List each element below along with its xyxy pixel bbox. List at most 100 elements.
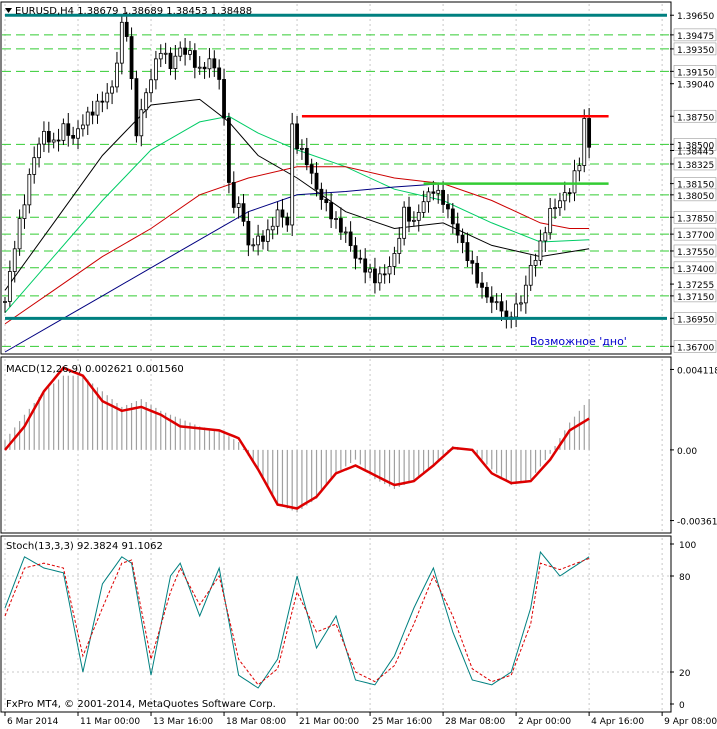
price-label-box xyxy=(673,340,717,353)
candle-body xyxy=(397,237,402,254)
candle-body xyxy=(421,201,426,213)
candle-body xyxy=(144,92,149,111)
candle-body xyxy=(163,52,168,55)
candle-body xyxy=(261,235,265,242)
candle-body xyxy=(27,173,32,206)
price-tick-label: 1.36950 xyxy=(677,315,714,325)
candle-body xyxy=(256,235,261,246)
candle-body xyxy=(309,164,314,174)
candle-body xyxy=(343,231,348,234)
stoch-tick-label: 80 xyxy=(679,573,691,583)
candle-body xyxy=(514,303,519,318)
candle-body xyxy=(329,202,334,220)
candle-body xyxy=(105,92,110,103)
price-tick-label: 1.37700 xyxy=(677,231,714,241)
time-tick-label: 25 Mar 16:00 xyxy=(372,717,432,727)
price-label-box xyxy=(673,312,717,325)
moving-average-long xyxy=(4,166,590,325)
candle-body xyxy=(110,86,114,94)
moving-average-short xyxy=(4,98,590,291)
candle-body xyxy=(17,218,22,250)
candle-body xyxy=(455,223,460,236)
candle-body xyxy=(285,216,290,226)
candle-body xyxy=(543,232,548,242)
price-tick-label: 1.38325 xyxy=(677,161,714,171)
candle-body xyxy=(76,128,80,139)
candle-body xyxy=(7,271,12,302)
candle-body xyxy=(548,208,553,234)
horizontal-levels xyxy=(5,13,667,320)
candle-body xyxy=(51,139,56,143)
candle-body xyxy=(407,206,411,222)
stoch-main-line xyxy=(4,550,590,689)
macd-title: MACD(12,26,9) 0.002621 0.001560 xyxy=(6,364,184,375)
candle-body xyxy=(558,200,562,209)
candle-body xyxy=(12,248,17,272)
candle-body xyxy=(217,67,222,80)
candle-body xyxy=(538,240,543,261)
candle-body xyxy=(134,78,139,137)
candle-body xyxy=(227,117,231,183)
candle-body xyxy=(304,147,309,166)
macd-signal-line xyxy=(4,366,590,510)
candle-body xyxy=(207,58,212,70)
candle-body xyxy=(280,209,285,218)
candle-body xyxy=(441,189,445,205)
price-tick-label: 1.38445 xyxy=(677,147,714,157)
price-tick-label: 1.37150 xyxy=(677,293,714,303)
candle-body xyxy=(377,273,382,284)
copyright-watermark: FxPro MT4, © 2001-2014, MetaQuotes Softw… xyxy=(6,699,276,710)
candle-body xyxy=(202,66,207,70)
candle-body xyxy=(158,52,163,60)
candle-body xyxy=(411,219,416,222)
price-tick-label: 1.37255 xyxy=(677,281,714,291)
candle-body xyxy=(46,130,51,143)
price-label-box xyxy=(673,28,717,42)
candle-body xyxy=(100,100,105,103)
candle-body xyxy=(212,58,217,69)
candle-body xyxy=(416,212,421,221)
possible-bottom-annotation: Возможное 'дно' xyxy=(530,335,627,348)
candle-body xyxy=(295,123,299,150)
price-label-box xyxy=(673,188,717,202)
price-label-box xyxy=(673,244,717,258)
candle-body xyxy=(95,100,100,116)
stoch-panel-frame xyxy=(0,535,672,713)
stochastic-lines xyxy=(4,550,590,689)
candle-body xyxy=(183,47,188,55)
candle-body xyxy=(553,207,557,210)
candle-body xyxy=(358,257,363,260)
price-tick-label: 1.39475 xyxy=(677,32,714,42)
stoch-tick-label: 20 xyxy=(679,669,691,679)
candle-body xyxy=(334,218,338,220)
price-tick-label: 1.38750 xyxy=(677,113,714,123)
candle-body xyxy=(32,157,37,175)
macd-panel-frame xyxy=(0,356,672,534)
candle-body xyxy=(402,206,407,239)
price-label-box xyxy=(673,210,717,224)
time-tick-label: 28 Mar 08:00 xyxy=(445,717,505,727)
candle-body xyxy=(577,165,582,172)
candle-body xyxy=(348,231,353,247)
moving-averages xyxy=(4,98,590,353)
candle-body xyxy=(353,245,358,259)
dropdown-triangle-icon[interactable] xyxy=(5,8,12,13)
candle-body xyxy=(241,203,246,222)
candle-body xyxy=(436,189,441,194)
candle-body xyxy=(480,282,484,288)
candle-body xyxy=(562,192,567,202)
symbol-header: EURUSD,H4 1.38679 1.38689 1.38453 1.3848… xyxy=(15,6,252,17)
stoch-title: Stoch(13,3,3) 92.3824 91.1062 xyxy=(6,541,163,552)
time-axis: 6 Mar 2014 11 Mar 00:00 13 Mar 16:00 18 Mar… xyxy=(4,712,717,727)
candle-body xyxy=(153,58,158,81)
price-tick-label: 1.39650 xyxy=(677,12,714,22)
candle-body xyxy=(42,130,46,145)
stoch-axis: 100 80 20 0 xyxy=(670,541,696,711)
candle-body xyxy=(275,209,280,227)
macd-axis: 0.004118 0.00 -0.003619 xyxy=(670,366,717,528)
time-tick-label: 11 Mar 00:00 xyxy=(80,717,140,727)
macd-signal-line xyxy=(4,366,590,510)
time-tick-label: 6 Mar 2014 xyxy=(7,717,59,727)
candle-body xyxy=(499,301,504,312)
candle-body xyxy=(22,204,27,219)
